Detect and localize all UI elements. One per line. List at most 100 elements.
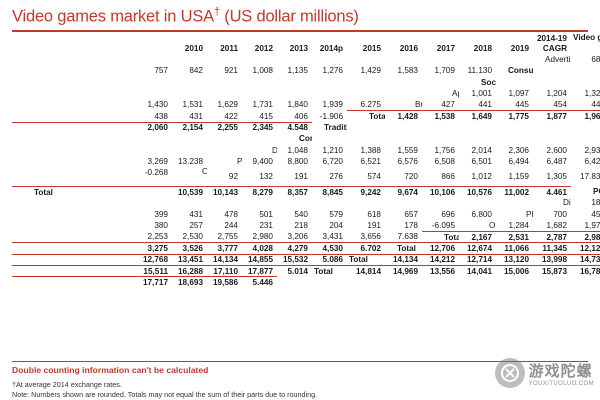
- value-cell: 10,539: [172, 185, 207, 197]
- value-cell: 6,487: [546, 156, 568, 166]
- value-cell: 92: [228, 171, 238, 181]
- value-cell: 17,877: [242, 265, 277, 276]
- row-label-text: PC games: [593, 187, 600, 197]
- section-row-label: Traditional gaming revenue: [312, 122, 347, 133]
- title-rule: [12, 30, 588, 32]
- section-row-label: Console games: [277, 133, 312, 144]
- header-year: 2015: [362, 44, 381, 53]
- value-cell: 2,306: [508, 145, 530, 155]
- value-cell: 12,120: [571, 242, 600, 253]
- market-table: 2010 2011 2012 2013 2014p 2015 2016 2017…: [12, 32, 600, 288]
- value-cell: [242, 54, 277, 65]
- value-cell: 3,431: [322, 232, 344, 242]
- value-cell: 244: [224, 221, 238, 230]
- value-cell: 15,532: [277, 253, 312, 265]
- value-cell: [12, 197, 172, 208]
- value-cell: 11,066: [496, 242, 533, 253]
- value-cell: 257: [189, 221, 203, 230]
- value-cell: 9,674: [385, 185, 422, 197]
- value-cell: [172, 54, 207, 65]
- value-cell: 15,511: [12, 265, 172, 276]
- value-cell: 2,014: [471, 145, 493, 155]
- section-row-label: Video games in USA†: [571, 32, 600, 43]
- value-cell: 1,531: [182, 100, 204, 110]
- cagr-cell: 13.238: [177, 156, 203, 166]
- header-year: 2013: [289, 44, 308, 53]
- value-cell: 681: [591, 55, 600, 65]
- cagr-cell: 5.086: [312, 253, 347, 265]
- value-cell: 1,559: [397, 145, 419, 155]
- total-row-label: Total: [385, 242, 422, 253]
- value-cell: [533, 122, 571, 133]
- value-cell: 1,388: [360, 145, 382, 155]
- data-row-label: Digital PC games: [533, 197, 571, 208]
- value-cell: 6,428: [584, 156, 600, 166]
- table-bottom-rule: [12, 361, 588, 363]
- value-cell: 16,288: [172, 265, 207, 276]
- value-cell: 3,275: [12, 242, 172, 253]
- value-cell: [533, 133, 571, 144]
- value-cell: 1,731: [252, 100, 274, 110]
- value-cell: 478: [224, 209, 238, 219]
- value-cell: [312, 54, 347, 65]
- value-cell: 10,106: [422, 185, 459, 197]
- row-label-text: Traditional gaming revenue: [324, 122, 347, 132]
- value-cell: [207, 77, 242, 88]
- value-cell: 1,976: [584, 221, 600, 230]
- value-cell: 427: [441, 100, 455, 110]
- value-cell: [347, 54, 385, 65]
- cagr-cell: [496, 54, 533, 65]
- row-label-text: Digital PC games: [563, 198, 571, 208]
- value-cell: 696: [441, 209, 455, 219]
- row-label-text: Total: [444, 232, 459, 242]
- cagr-cell: -0.268: [144, 168, 168, 178]
- value-cell: 1,756: [434, 145, 456, 155]
- value-cell: 9,242: [347, 185, 385, 197]
- cagr-cell: 6.275: [360, 100, 382, 110]
- cagr-cell: 4.548: [277, 121, 312, 133]
- watermark: 游戏陀螺 YOUXITUOLUO.COM: [494, 358, 594, 388]
- value-cell: [533, 65, 571, 76]
- value-cell: 1,430: [147, 100, 169, 110]
- value-cell: 2,988: [571, 231, 600, 242]
- value-cell: 406: [294, 111, 308, 121]
- value-cell: 1,008: [252, 66, 274, 76]
- value-cell: 579: [329, 209, 343, 219]
- value-cell: 6,720: [322, 156, 344, 166]
- value-cell: [312, 197, 347, 208]
- value-cell: 14,212: [422, 253, 459, 265]
- value-cell: 276: [329, 171, 343, 181]
- row-label-text: Console games: [299, 134, 312, 144]
- cagr-cell: [242, 133, 277, 144]
- row-label-text: App-based: [452, 89, 459, 99]
- value-cell: [172, 88, 207, 99]
- value-cell: 2,755: [217, 232, 239, 242]
- value-cell: 1,097: [508, 89, 530, 99]
- value-cell: [496, 77, 533, 88]
- value-cell: 1,840: [287, 100, 309, 110]
- value-cell: [12, 54, 172, 65]
- cagr-cell: 17.835: [579, 171, 600, 181]
- value-cell: 700: [553, 209, 567, 219]
- cagr-cell: [385, 88, 422, 99]
- value-cell: 574: [367, 171, 381, 181]
- value-cell: 4,530: [312, 242, 347, 253]
- value-cell: [571, 122, 600, 133]
- value-cell: 17,110: [207, 265, 242, 276]
- row-label-text: Physical PC games: [526, 209, 533, 219]
- value-cell: [347, 197, 385, 208]
- value-cell: [571, 77, 600, 88]
- value-cell: 921: [224, 66, 238, 76]
- value-cell: 12,714: [459, 253, 496, 265]
- cagr-cell: 6.800: [471, 209, 493, 219]
- header-year: 2016: [399, 44, 418, 53]
- value-cell: [422, 197, 459, 208]
- value-cell: 1,583: [397, 66, 419, 76]
- cagr-cell: 4.461: [533, 185, 571, 197]
- value-cell: 4,279: [277, 242, 312, 253]
- header-year: 2014p: [319, 44, 343, 53]
- cagr-cell: 7.638: [397, 232, 419, 242]
- value-cell: 1,001: [471, 89, 493, 99]
- value-cell: [12, 133, 172, 144]
- header-year: 2011: [220, 44, 238, 53]
